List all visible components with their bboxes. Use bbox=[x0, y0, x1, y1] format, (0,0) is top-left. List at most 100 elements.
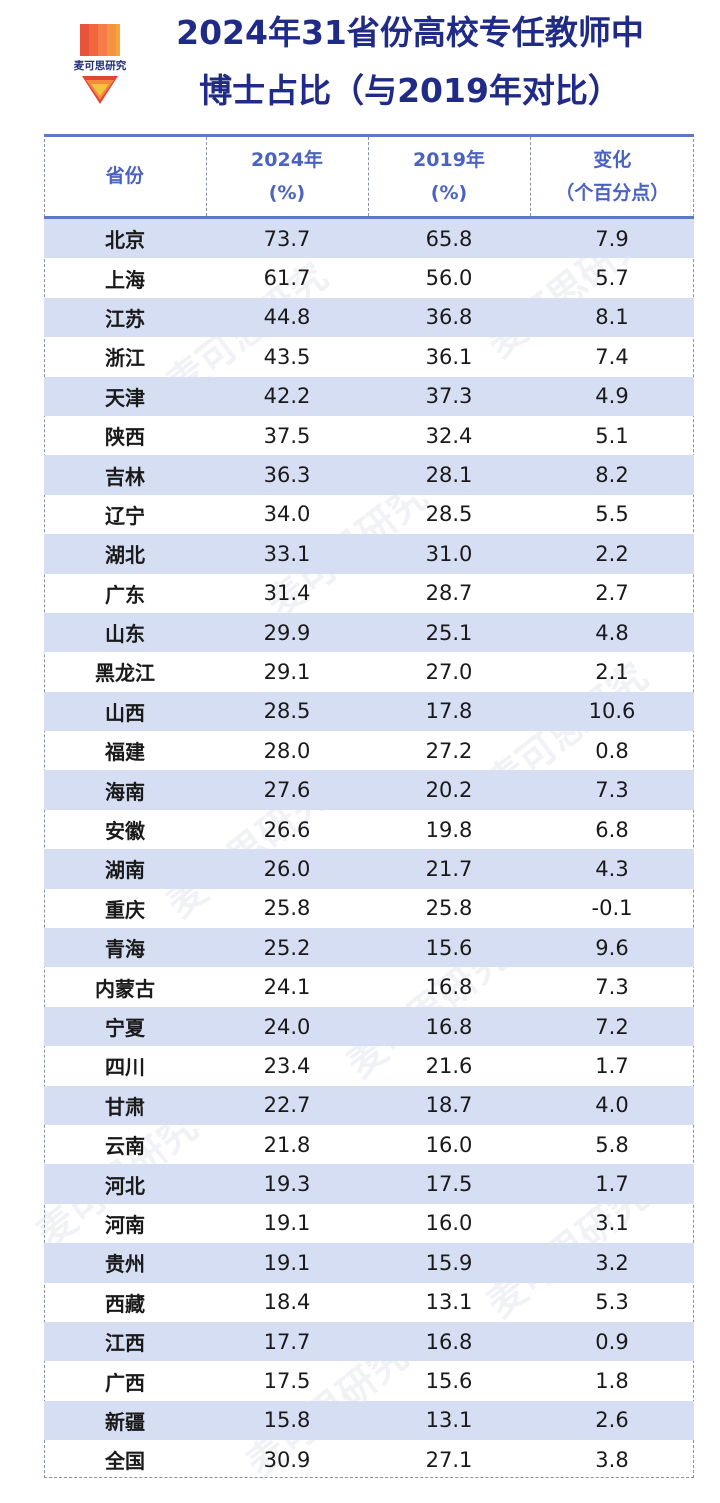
cell-2024: 30.9 bbox=[263, 1447, 311, 1472]
table-row: 北京 73.7 65.8 7.9 bbox=[44, 216, 694, 259]
cell-2024: 29.1 bbox=[263, 659, 311, 684]
table-row: 海南 27.6 20.2 7.3 bbox=[44, 770, 694, 810]
cell-2019: 21.6 bbox=[425, 1053, 473, 1078]
header-unit: (%) bbox=[268, 181, 306, 204]
header-2024: 2024年 (%) bbox=[205, 137, 368, 218]
cell-change: 8.1 bbox=[530, 297, 694, 338]
cell-2024: 15.8 bbox=[206, 1400, 368, 1441]
cell-province: 西藏 bbox=[105, 1291, 145, 1316]
table-row: 重庆 25.8 25.8 -0.1 bbox=[44, 889, 694, 928]
cell-province: 陕西 bbox=[105, 425, 145, 450]
table-row: 安徽 26.6 19.8 6.8 bbox=[44, 810, 694, 849]
cell-province: 上海 bbox=[105, 267, 145, 292]
cell-province: 全国 bbox=[105, 1449, 145, 1474]
table-row: 天津 42.2 37.3 4.9 bbox=[44, 376, 694, 416]
cell-2024: 17.5 bbox=[263, 1369, 311, 1394]
cell-2019: 16.8 bbox=[368, 1321, 530, 1362]
cell-2024: 25.2 bbox=[206, 928, 368, 968]
cell-change: 4.3 bbox=[530, 849, 694, 889]
cell-2019: 25.8 bbox=[425, 896, 473, 921]
table-top-rule bbox=[44, 134, 694, 137]
header-label: 省份 bbox=[105, 165, 144, 187]
cell-province: 江苏 bbox=[44, 297, 206, 338]
cell-change: 0.9 bbox=[530, 1321, 694, 1362]
table-row: 甘肃 22.7 18.7 4.0 bbox=[44, 1085, 694, 1125]
cell-2019: 16.8 bbox=[368, 1006, 530, 1047]
cell-2024: 34.0 bbox=[263, 502, 311, 527]
table-body: 北京 73.7 65.8 7.9 上海 61.7 56.0 5.7 江苏 44.8 36.8 8.1 浙… bbox=[44, 216, 694, 1480]
cell-2024: 43.5 bbox=[263, 344, 311, 369]
table-row: 广东 31.4 28.7 2.7 bbox=[44, 574, 694, 613]
cell-province: 甘肃 bbox=[44, 1085, 206, 1125]
cell-change: 2.6 bbox=[530, 1400, 694, 1441]
cell-change: 1.7 bbox=[595, 1053, 629, 1078]
cell-province: 广西 bbox=[105, 1370, 145, 1395]
cell-2024: 61.7 bbox=[263, 266, 311, 291]
cell-2024: 24.1 bbox=[263, 975, 311, 1000]
table-row: 湖北 33.1 31.0 2.2 bbox=[44, 534, 694, 574]
header-unit: （个百分点） bbox=[555, 181, 670, 204]
cell-2019: 36.8 bbox=[368, 297, 530, 338]
cell-province: 新疆 bbox=[44, 1400, 206, 1441]
cell-change: 2.1 bbox=[595, 659, 629, 684]
table-row: 宁夏 24.0 16.8 7.2 bbox=[44, 1006, 694, 1047]
header-label: 变化 bbox=[593, 148, 632, 171]
header-label: 2019年 bbox=[413, 148, 485, 171]
cell-province: 江西 bbox=[44, 1321, 206, 1362]
cell-province: 内蒙古 bbox=[95, 976, 155, 1001]
cell-2024: 31.4 bbox=[263, 581, 311, 606]
cell-province: 山东 bbox=[44, 612, 206, 653]
cell-change: 3.1 bbox=[595, 1211, 629, 1236]
cell-change: 1.7 bbox=[530, 1164, 694, 1204]
cell-2019: 16.8 bbox=[425, 975, 473, 1000]
table-row: 辽宁 34.0 28.5 5.5 bbox=[44, 495, 694, 534]
cell-change: 4.0 bbox=[530, 1085, 694, 1125]
cell-2019: 25.1 bbox=[368, 612, 530, 653]
cell-2024: 26.0 bbox=[206, 849, 368, 889]
cell-2019: 16.0 bbox=[425, 1211, 473, 1236]
header-label: 2024年 bbox=[251, 148, 323, 171]
table-row: 河北 19.3 17.5 1.7 bbox=[44, 1164, 694, 1204]
cell-change: 0.8 bbox=[595, 738, 629, 763]
cell-change: 7.2 bbox=[530, 1006, 694, 1047]
header-unit: (%) bbox=[430, 181, 468, 204]
cell-2024: 36.3 bbox=[206, 455, 368, 495]
cell-change: 5.8 bbox=[595, 1132, 629, 1157]
cell-2019: 13.1 bbox=[368, 1400, 530, 1441]
cell-change: 9.6 bbox=[530, 928, 694, 968]
cell-2024: 42.2 bbox=[206, 376, 368, 416]
table-row: 江苏 44.8 36.8 8.1 bbox=[44, 297, 694, 338]
cell-province: 天津 bbox=[44, 376, 206, 416]
cell-change: 2.2 bbox=[530, 534, 694, 574]
cell-province: 福建 bbox=[105, 740, 145, 765]
table-row: 黑龙江 29.1 27.0 2.1 bbox=[44, 652, 694, 691]
cell-change: 5.1 bbox=[595, 423, 629, 448]
table-row: 湖南 26.0 21.7 4.3 bbox=[44, 849, 694, 889]
cell-province: 山西 bbox=[44, 691, 206, 732]
cell-2024: 26.6 bbox=[263, 817, 311, 842]
cell-province: 吉林 bbox=[44, 455, 206, 495]
cell-2019: 27.1 bbox=[425, 1447, 473, 1472]
cell-change: 8.2 bbox=[530, 455, 694, 495]
cell-2019: 65.8 bbox=[368, 216, 530, 259]
cell-2024: 19.1 bbox=[263, 1211, 311, 1236]
cell-2019: 16.0 bbox=[425, 1132, 473, 1157]
cell-change: 2.7 bbox=[595, 581, 629, 606]
cell-change: 7.3 bbox=[595, 975, 629, 1000]
cell-2019: 21.7 bbox=[368, 849, 530, 889]
cell-province: 浙江 bbox=[105, 346, 145, 371]
cell-change: 7.3 bbox=[530, 770, 694, 810]
cell-province: 湖北 bbox=[44, 534, 206, 574]
cell-2024: 28.0 bbox=[263, 738, 311, 763]
cell-change: 3.2 bbox=[530, 1243, 694, 1283]
cell-province: 安徽 bbox=[105, 819, 145, 844]
cell-2019: 31.0 bbox=[368, 534, 530, 574]
cell-2024: 44.8 bbox=[206, 297, 368, 338]
title-line-2: 博士占比（与2019年对比） bbox=[199, 71, 621, 110]
cell-change: 5.3 bbox=[595, 1290, 629, 1315]
cell-province: 辽宁 bbox=[105, 503, 145, 528]
cell-province: 贵州 bbox=[44, 1243, 206, 1283]
cell-province: 北京 bbox=[44, 216, 206, 259]
cell-change: 4.8 bbox=[530, 612, 694, 653]
cell-2019: 20.2 bbox=[368, 770, 530, 810]
